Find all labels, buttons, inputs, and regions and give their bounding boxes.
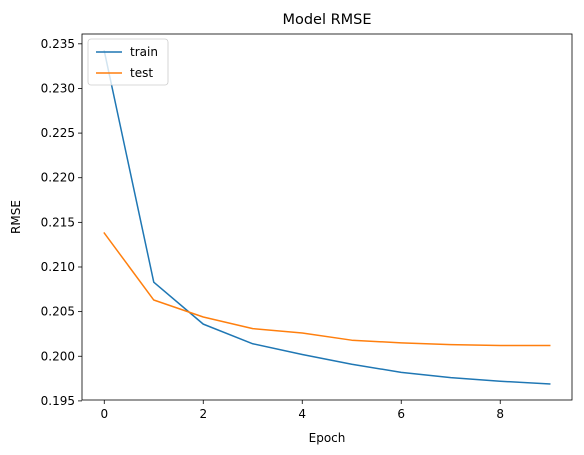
x-tick-label: 2 <box>199 407 207 421</box>
y-tick-label: 0.225 <box>41 126 75 140</box>
series-line-train <box>103 50 551 385</box>
x-tick-label: 4 <box>298 407 306 421</box>
y-tick-label: 0.235 <box>41 37 75 51</box>
y-tick-label: 0.210 <box>41 260 75 274</box>
chart-title: Model RMSE <box>282 12 371 28</box>
y-axis-label: RMSE <box>9 200 23 234</box>
y-axis-ticks: 0.195 0.200 0.205 0.210 0.215 0.220 0.225 0.230… <box>41 37 82 408</box>
x-axis-ticks: 0 2 4 6 8 <box>100 400 504 421</box>
legend-label-test: test <box>130 66 153 80</box>
series-lines <box>103 50 551 385</box>
y-tick-label: 0.230 <box>41 81 75 95</box>
series-line-test <box>103 232 551 347</box>
x-tick-label: 0 <box>100 407 108 421</box>
y-tick-label: 0.215 <box>41 215 75 229</box>
x-tick-label: 6 <box>397 407 405 421</box>
y-tick-label: 0.200 <box>41 349 75 363</box>
y-tick-label: 0.195 <box>41 394 75 408</box>
legend-label-train: train <box>130 45 158 59</box>
x-axis-label: Epoch <box>309 431 346 445</box>
y-tick-label: 0.220 <box>41 171 75 185</box>
x-tick-label: 8 <box>496 407 504 421</box>
y-tick-label: 0.205 <box>41 305 75 319</box>
plot-area-frame <box>81 33 573 401</box>
legend: train test <box>87 38 169 86</box>
